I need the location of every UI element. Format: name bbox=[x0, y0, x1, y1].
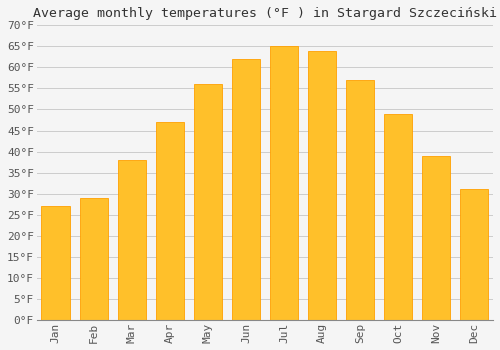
Bar bbox=[422, 156, 450, 320]
Bar bbox=[118, 160, 146, 320]
Bar bbox=[156, 122, 184, 320]
Bar bbox=[460, 189, 488, 320]
Bar bbox=[346, 80, 374, 320]
Bar bbox=[80, 198, 108, 320]
Bar bbox=[42, 206, 70, 320]
Bar bbox=[232, 59, 260, 320]
Title: Average monthly temperatures (°F ) in Stargard Szczeciński: Average monthly temperatures (°F ) in St… bbox=[33, 7, 497, 20]
Bar bbox=[270, 46, 298, 320]
Bar bbox=[384, 114, 412, 320]
Bar bbox=[308, 50, 336, 320]
Bar bbox=[194, 84, 222, 320]
